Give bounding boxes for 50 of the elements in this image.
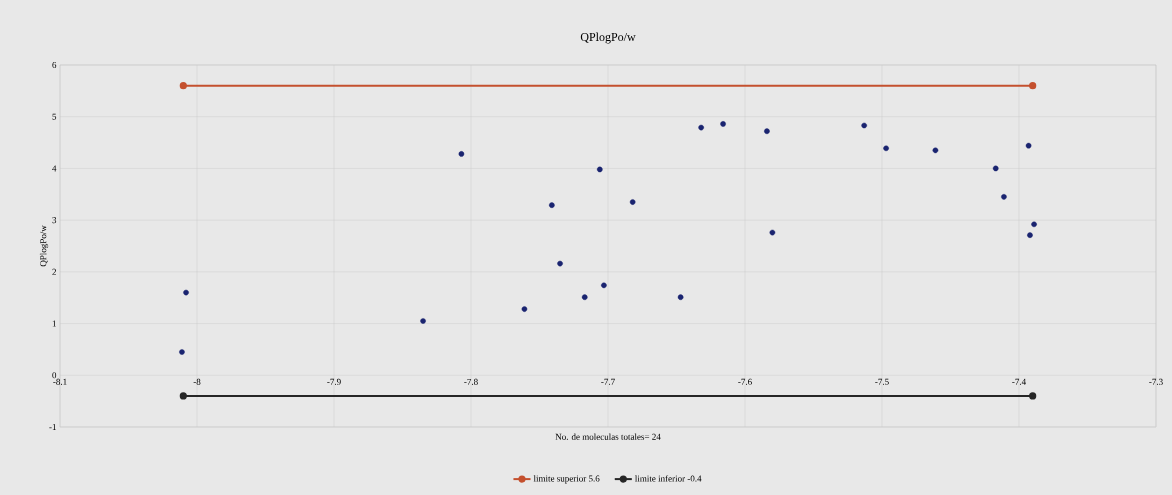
point [179,392,187,400]
point [629,199,636,205]
point [764,128,770,134]
point [179,349,185,355]
x-tick-label: -7.6 [738,378,752,385]
point [883,145,889,152]
legend-label: limite superior 5.6 [533,475,600,484]
point [179,82,187,90]
point [861,122,867,129]
x-tick-label: -7.3 [1149,378,1163,385]
y-tick-label: 2 [52,268,56,275]
y-tick-label: 4 [52,165,57,172]
point [769,229,776,236]
point [420,318,426,324]
point [581,294,588,300]
y-tick-label: -1 [49,424,56,430]
y-tick-label: 1 [52,320,56,327]
point [992,165,999,172]
x-tick-label: -7.4 [1012,378,1026,385]
x-tick-label: -7.5 [875,378,889,385]
x-axis-title: No. de moleculas totales= 24 [555,433,661,440]
point [932,147,939,154]
point [698,124,704,131]
x-tick-label: -7.7 [601,378,615,385]
point [1027,232,1033,238]
point [1029,392,1037,400]
y-tick-label: 6 [52,61,57,69]
x-tick-label: -8 [193,378,201,385]
point [1025,142,1032,149]
x-tick-label: -7.8 [464,378,478,385]
legend-label: limite inferior -0.4 [635,475,702,482]
point [1031,221,1037,228]
point [549,202,555,208]
point [601,282,607,289]
y-tick-label: 3 [52,217,57,224]
y-tick-label: 5 [52,113,57,120]
x-tick-label: -7.9 [327,378,341,385]
point [1001,194,1007,200]
point [521,306,528,312]
y-axis-title: QPlogPo/w [39,225,49,267]
point [596,166,603,173]
point [557,260,563,267]
point [183,289,189,296]
point [1029,82,1037,90]
point [720,121,726,127]
point [458,151,465,157]
y-tick-label: 0 [52,372,57,379]
point [677,294,684,300]
chart-title: QPlogPo/w [580,32,636,44]
x-tick-label: -8.1 [53,378,67,385]
